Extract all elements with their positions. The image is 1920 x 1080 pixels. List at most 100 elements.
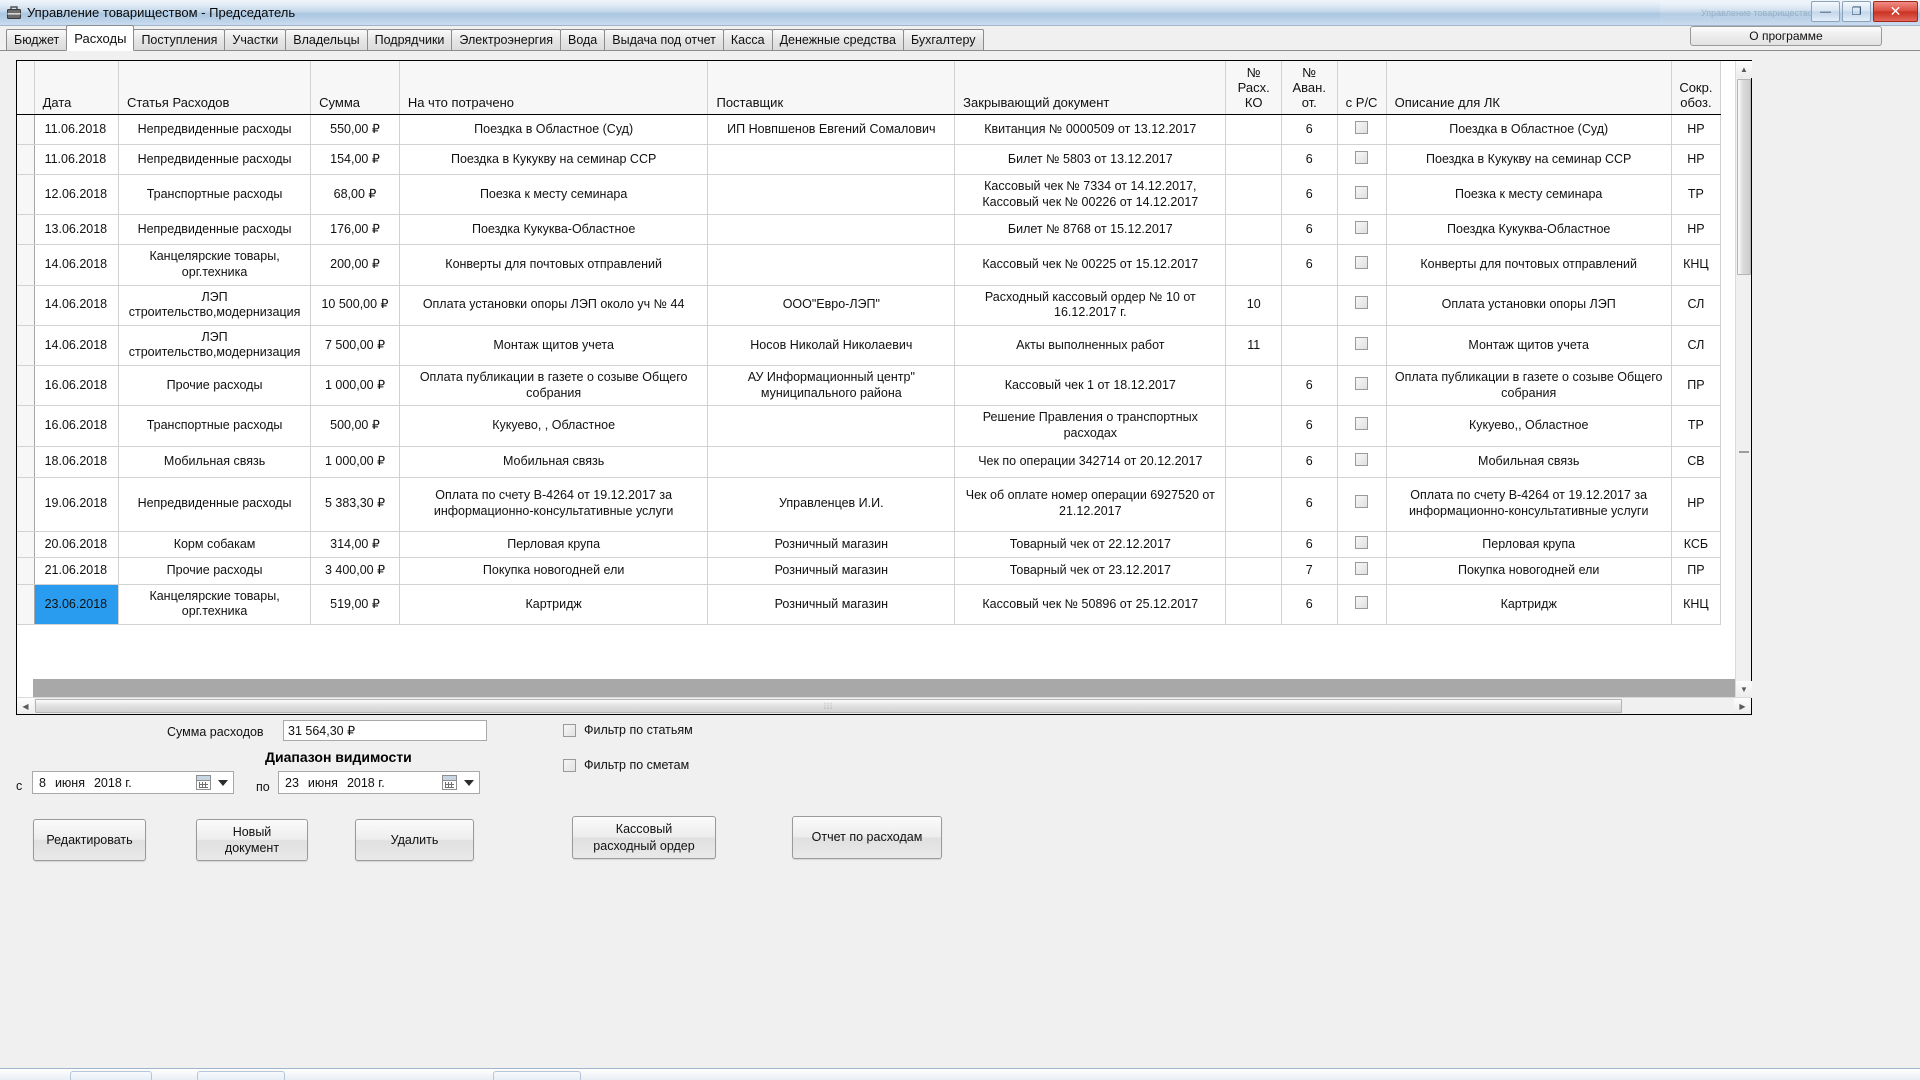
cell-from-account[interactable]: [1337, 285, 1387, 326]
cell-article[interactable]: Мобильная связь: [118, 446, 312, 478]
cell-closing-document[interactable]: Кассовый чек 1 от 18.12.2017: [954, 365, 1227, 407]
cell-abbreviation[interactable]: НР: [1671, 114, 1722, 145]
cell-article[interactable]: Прочие расходы: [118, 557, 312, 585]
cell-no-advance[interactable]: 6: [1281, 174, 1338, 216]
cell-abbreviation[interactable]: НР: [1671, 214, 1722, 246]
cell-no-advance[interactable]: 6: [1281, 144, 1338, 175]
cell-supplier[interactable]: [707, 144, 956, 175]
col-no-rko[interactable]: № Расх. КО: [1225, 61, 1282, 115]
cell-supplier[interactable]: Розничный магазин: [707, 557, 956, 585]
cell-article[interactable]: Транспортные расходы: [118, 405, 312, 447]
from-account-checkbox[interactable]: [1355, 296, 1369, 310]
cell-sum[interactable]: 519,00 ₽: [310, 584, 400, 626]
tab-contractors[interactable]: Подрядчики: [366, 29, 453, 50]
cell-date[interactable]: 11.06.2018: [34, 114, 119, 145]
minimize-button[interactable]: —: [1811, 1, 1840, 22]
cell-closing-document[interactable]: Расходный кассовый ордер № 10 от 16.12.2…: [954, 285, 1227, 326]
cell-abbreviation[interactable]: СЛ: [1671, 285, 1722, 326]
from-account-checkbox[interactable]: [1355, 495, 1369, 509]
chevron-down-icon[interactable]: [218, 780, 228, 786]
table-row[interactable]: 13.06.2018 Непредвиденные расходы 176,00 ₽…: [17, 214, 1722, 246]
cell-no-advance[interactable]: 6: [1281, 405, 1338, 447]
from-account-checkbox[interactable]: [1355, 452, 1369, 466]
cell-lk-description[interactable]: Монтаж щитов учета: [1386, 325, 1672, 367]
cell-lk-description[interactable]: Покупка новогодней ели: [1386, 557, 1672, 585]
from-account-checkbox[interactable]: [1355, 595, 1369, 609]
cell-date[interactable]: 12.06.2018: [34, 174, 119, 216]
cell-date[interactable]: 11.06.2018: [34, 144, 119, 175]
cell-abbreviation[interactable]: ТР: [1671, 405, 1722, 447]
cell-spent-on[interactable]: Поездка в Кукукву на семинар ССР: [399, 144, 709, 175]
cell-from-account[interactable]: [1337, 365, 1387, 407]
cell-date[interactable]: 14.06.2018: [34, 244, 119, 286]
from-account-checkbox[interactable]: [1355, 562, 1369, 576]
grid-vertical-scrollbar[interactable]: ▲ ▼: [1735, 61, 1752, 698]
cell-sum[interactable]: 5 383,30 ₽: [310, 477, 400, 532]
cell-article[interactable]: Непредвиденные расходы: [118, 144, 312, 175]
maximize-button[interactable]: ❐: [1842, 1, 1871, 22]
cell-article[interactable]: Канцелярские товары, орг.техника: [118, 584, 312, 626]
cell-from-account[interactable]: [1337, 325, 1387, 367]
table-row[interactable]: 19.06.2018 Непредвиденные расходы 5 383,30…: [17, 477, 1722, 532]
cell-article[interactable]: Корм собакам: [118, 531, 312, 559]
from-account-checkbox[interactable]: [1355, 256, 1369, 270]
cell-lk-description[interactable]: Картридж: [1386, 584, 1672, 626]
cell-abbreviation[interactable]: СВ: [1671, 446, 1722, 478]
tab-advance-issue[interactable]: Выдача под отчет: [604, 29, 724, 50]
cell-lk-description[interactable]: Поездка в Областное (Суд): [1386, 114, 1672, 145]
tab-owners[interactable]: Владельцы: [285, 29, 368, 50]
cell-no-rko[interactable]: [1225, 446, 1282, 478]
cell-from-account[interactable]: [1337, 174, 1387, 216]
new-document-button[interactable]: Новый документ: [196, 819, 308, 861]
from-account-checkbox[interactable]: [1355, 185, 1369, 199]
cell-no-advance[interactable]: 6: [1281, 446, 1338, 478]
tab-cashbox[interactable]: Касса: [722, 29, 773, 50]
cell-date[interactable]: 19.06.2018: [34, 477, 119, 532]
table-row[interactable]: 12.06.2018 Транспортные расходы 68,00 ₽ Пое…: [17, 174, 1722, 216]
close-button[interactable]: ✕: [1873, 1, 1918, 22]
cell-sum[interactable]: 154,00 ₽: [310, 144, 400, 175]
cash-expense-order-button[interactable]: Кассовый расходный ордер: [572, 816, 716, 859]
scroll-right-arrow-icon[interactable]: ▶: [1734, 698, 1751, 714]
filter-by-estimates-checkbox[interactable]: [563, 758, 576, 772]
cell-closing-document[interactable]: Квитанция № 0000509 от 13.12.2017: [954, 114, 1227, 145]
cell-article[interactable]: Транспортные расходы: [118, 174, 312, 216]
row-selector-cell[interactable]: [17, 174, 35, 216]
cell-no-rko[interactable]: [1225, 477, 1282, 532]
cell-date[interactable]: 14.06.2018: [34, 325, 119, 367]
col-supplier[interactable]: Поставщик: [707, 61, 956, 115]
cell-spent-on[interactable]: Кукуево, , Областное: [399, 405, 709, 447]
tab-budget[interactable]: Бюджет: [6, 29, 68, 50]
col-closing-document[interactable]: Закрывающий документ: [954, 61, 1227, 115]
cell-abbreviation[interactable]: НР: [1671, 144, 1722, 175]
cell-no-advance[interactable]: 6: [1281, 244, 1338, 286]
cell-no-advance[interactable]: 6: [1281, 584, 1338, 626]
tab-water[interactable]: Вода: [559, 29, 606, 50]
cell-supplier[interactable]: [707, 214, 956, 246]
cell-lk-description[interactable]: Перловая крупа: [1386, 531, 1672, 559]
cell-lk-description[interactable]: Кукуево,, Областное: [1386, 405, 1672, 447]
cell-closing-document[interactable]: Товарный чек от 22.12.2017: [954, 531, 1227, 559]
about-program-button[interactable]: О программе: [1690, 26, 1882, 46]
from-account-checkbox[interactable]: [1355, 120, 1369, 134]
scroll-down-arrow-icon[interactable]: ▼: [1736, 681, 1752, 698]
cell-supplier[interactable]: Управленцев И.И.: [707, 477, 956, 532]
cell-article[interactable]: ЛЭП строительство,модернизация: [118, 285, 312, 326]
cell-from-account[interactable]: [1337, 244, 1387, 286]
tab-electricity[interactable]: Электроэнергия: [451, 29, 561, 50]
tab-plots[interactable]: Участки: [224, 29, 287, 50]
cell-date[interactable]: 21.06.2018: [34, 557, 119, 585]
row-selector-cell[interactable]: [17, 365, 35, 407]
col-spent-on[interactable]: На что потрачено: [399, 61, 709, 115]
cell-from-account[interactable]: [1337, 477, 1387, 532]
cell-no-advance[interactable]: 6: [1281, 365, 1338, 407]
filter-by-estimates-row[interactable]: Фильтр по сметам: [563, 758, 689, 772]
cell-closing-document[interactable]: Чек об оплате номер операции 6927520 от …: [954, 477, 1227, 532]
cell-lk-description[interactable]: Оплата по счету В-4264 от 19.12.2017 за …: [1386, 477, 1672, 532]
tab-income[interactable]: Поступления: [133, 29, 226, 50]
cell-sum[interactable]: 7 500,00 ₽: [310, 325, 400, 367]
row-selector-cell[interactable]: [17, 557, 35, 585]
filter-by-articles-row[interactable]: Фильтр по статьям: [563, 723, 693, 737]
cell-sum[interactable]: 10 500,00 ₽: [310, 285, 400, 326]
row-selector-cell[interactable]: [17, 144, 35, 175]
